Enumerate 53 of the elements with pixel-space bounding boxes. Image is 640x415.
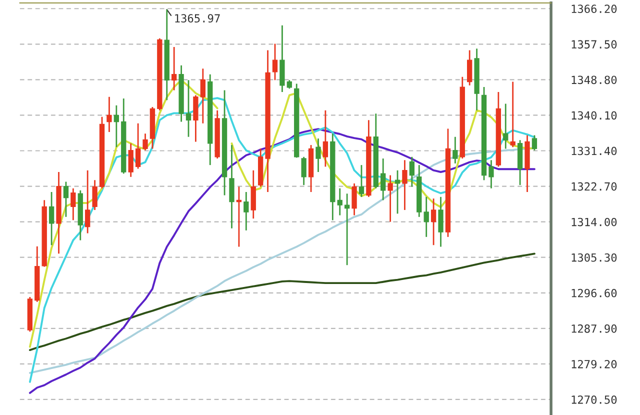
candlestick — [244, 191, 249, 232]
candlestick — [358, 164, 364, 198]
y-tick-label: 1279.20 — [572, 360, 617, 368]
candlestick — [503, 103, 508, 150]
candlestick — [200, 68, 206, 124]
candlestick — [63, 181, 69, 218]
candlestick — [467, 50, 472, 86]
candlestick — [229, 144, 234, 230]
candlestick — [85, 170, 90, 234]
y-tick-label: 1287.90 — [572, 324, 617, 333]
candlestick — [430, 198, 436, 246]
candlestick — [70, 188, 76, 221]
candlestick — [388, 174, 393, 223]
candlestick — [337, 188, 342, 216]
line-series — [28, 252, 536, 352]
candlestick — [186, 79, 192, 138]
candlestick — [142, 132, 148, 152]
candlestick — [193, 94, 198, 142]
candlestick — [92, 179, 98, 211]
candlestick — [250, 170, 256, 220]
candlestick — [301, 156, 306, 186]
candlestick — [172, 46, 177, 91]
candlestick — [322, 110, 328, 168]
annotation: 1365.97 — [175, 14, 220, 23]
candlestick — [135, 122, 141, 170]
candlestick — [409, 156, 415, 188]
y-tick-label: 1340.10 — [572, 111, 617, 120]
y-tick-label: 1322.70 — [572, 182, 617, 191]
candlestick — [510, 81, 516, 148]
y-tick-label: 1331.40 — [572, 146, 617, 156]
candlestick — [344, 192, 350, 266]
candlestick — [106, 96, 112, 133]
candlestick — [48, 191, 54, 246]
candlestick — [402, 159, 408, 211]
candlestick — [128, 142, 134, 178]
y-tick-label: 1305.30 — [572, 253, 617, 262]
y-tick-label: 1357.50 — [572, 40, 617, 49]
candlestick — [438, 196, 444, 248]
candlestick — [272, 43, 278, 81]
candlestick — [424, 196, 429, 238]
y-tick-label: 1296.60 — [572, 288, 617, 298]
candlestick — [114, 104, 120, 148]
y-tick-label: 1348.80 — [572, 76, 617, 84]
candlestick — [452, 136, 458, 164]
y-tick-label: 1314.00 — [572, 218, 617, 226]
candlestick — [488, 159, 494, 190]
candlestick — [394, 170, 400, 214]
candlestick — [532, 134, 538, 152]
y-tick-label: 1366.20 — [572, 4, 617, 14]
candlestick — [380, 158, 386, 201]
y-tick-label: 1270.50 — [572, 395, 617, 404]
candlestick — [316, 138, 321, 173]
candlestick — [352, 182, 357, 216]
